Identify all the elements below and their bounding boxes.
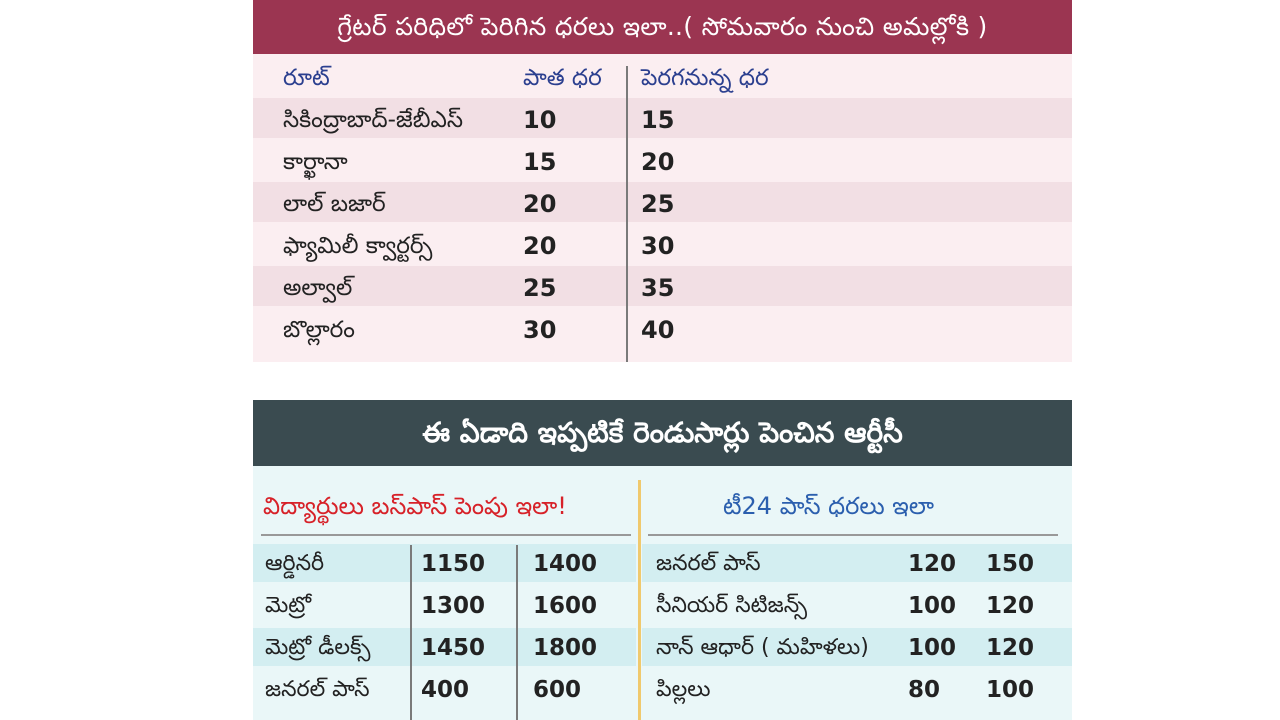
- column-divider: [626, 66, 628, 362]
- t24-pass-row: పిల్లలు 80 100: [642, 670, 1072, 708]
- new-price: 20: [641, 148, 675, 176]
- table-header: రూట్ పాత ధర పెరగనున్న ధర: [253, 54, 1072, 98]
- pass-type: సీనియర్ సిటిజన్స్: [656, 593, 808, 618]
- pass-type: మెట్రో డీలక్స్: [265, 635, 371, 660]
- new-price: 15: [641, 106, 675, 134]
- student-pass-row: మెట్రో డీలక్స్ 1450 1800: [253, 628, 636, 666]
- old-price: 1450: [421, 635, 486, 661]
- new-price: 120: [986, 593, 1035, 619]
- new-price: 1600: [533, 593, 598, 619]
- table-row: సికింద్రాబాద్-జేబీఎస్ 10 15: [253, 98, 1072, 138]
- old-price: 20: [523, 190, 557, 218]
- new-price: 30: [641, 232, 675, 260]
- table-row: ఫ్యామిలీ క్వార్టర్స్ 20 30: [253, 224, 1072, 264]
- old-price: 400: [421, 677, 470, 703]
- student-heading-underline: [261, 534, 631, 536]
- t24-pass-row: సీనియర్ సిటిజన్స్ 100 120: [642, 586, 1072, 624]
- new-price: 120: [986, 635, 1035, 661]
- route-name: కార్ఖానా: [283, 149, 348, 175]
- old-price: 20: [523, 232, 557, 260]
- pass-type: ఆర్డినరీ: [265, 551, 325, 576]
- route-name: అల్వాల్: [283, 275, 353, 301]
- new-price: 100: [986, 677, 1035, 703]
- new-price: 150: [986, 551, 1035, 577]
- old-price: 120: [908, 551, 957, 577]
- route-header: రూట్: [283, 65, 330, 91]
- pass-type: జనరల్ పాస్: [656, 551, 761, 576]
- old-price: 1300: [421, 593, 486, 619]
- old-price: 25: [523, 274, 557, 302]
- student-pass-row: జనరల్ పాస్ 400 600: [253, 670, 636, 708]
- new-price: 35: [641, 274, 675, 302]
- student-pass-row: మెట్రో 1300 1600: [253, 586, 636, 624]
- old-price-header: పాత ధర: [523, 65, 602, 91]
- student-pass-row: ఆర్డినరీ 1150 1400: [253, 544, 636, 582]
- fare-hike-title: గ్రేటర్ పరిధిలో పెరిగిన ధరలు ఇలా..( సోమవ…: [253, 0, 1072, 54]
- table-row: బొల్లారం 30 40: [253, 308, 1072, 348]
- old-price: 30: [523, 316, 557, 344]
- old-price: 80: [908, 677, 941, 703]
- fare-hike-table: గ్రేటర్ పరిధిలో పెరిగిన ధరలు ఇలా..( సోమవ…: [253, 0, 1072, 362]
- student-column-divider: [516, 545, 518, 720]
- pass-type: జనరల్ పాస్: [265, 677, 370, 702]
- new-price: 600: [533, 677, 582, 703]
- new-price: 1400: [533, 551, 598, 577]
- old-price: 100: [908, 635, 957, 661]
- t24-pass-heading: టీ24 పాస్ ధరలు ఇలా: [723, 492, 934, 520]
- t24-pass-row: జనరల్ పాస్ 120 150: [642, 544, 1072, 582]
- route-name: ఫ్యామిలీ క్వార్టర్స్: [283, 233, 433, 259]
- pass-type: పిల్లలు: [656, 677, 711, 702]
- pass-price-section: ఈ ఏడాది ఇప్పటికే రెండుసార్లు పెంచిన ఆర్ట…: [253, 400, 1072, 720]
- old-price: 10: [523, 106, 557, 134]
- new-price: 40: [641, 316, 675, 344]
- t24-heading-underline: [648, 534, 1058, 536]
- route-name: సికింద్రాబాద్-జేబీఎస్: [283, 107, 463, 133]
- new-price: 1800: [533, 635, 598, 661]
- old-price: 100: [908, 593, 957, 619]
- old-price: 1150: [421, 551, 486, 577]
- pass-type: నాన్ ఆధార్ ( మహిళలు): [656, 635, 869, 660]
- student-pass-heading: విద్యార్థులు బస్‌పాస్ పెంపు ఇలా!: [263, 492, 567, 520]
- new-price-header: పెరగనున్న ధర: [641, 65, 769, 91]
- route-name: లాల్ బజార్: [283, 191, 386, 217]
- student-column-divider: [410, 545, 412, 720]
- table-row: లాల్ బజార్ 20 25: [253, 182, 1072, 222]
- table-row: అల్వాల్ 25 35: [253, 266, 1072, 306]
- table-row: కార్ఖానా 15 20: [253, 140, 1072, 180]
- new-price: 25: [641, 190, 675, 218]
- old-price: 15: [523, 148, 557, 176]
- section-divider: [638, 480, 641, 720]
- t24-pass-row: నాన్ ఆధార్ ( మహిళలు) 100 120: [642, 628, 1072, 666]
- section-title: ఈ ఏడాది ఇప్పటికే రెండుసార్లు పెంచిన ఆర్ట…: [253, 400, 1072, 466]
- route-name: బొల్లారం: [283, 317, 355, 343]
- pass-type: మెట్రో: [265, 593, 312, 618]
